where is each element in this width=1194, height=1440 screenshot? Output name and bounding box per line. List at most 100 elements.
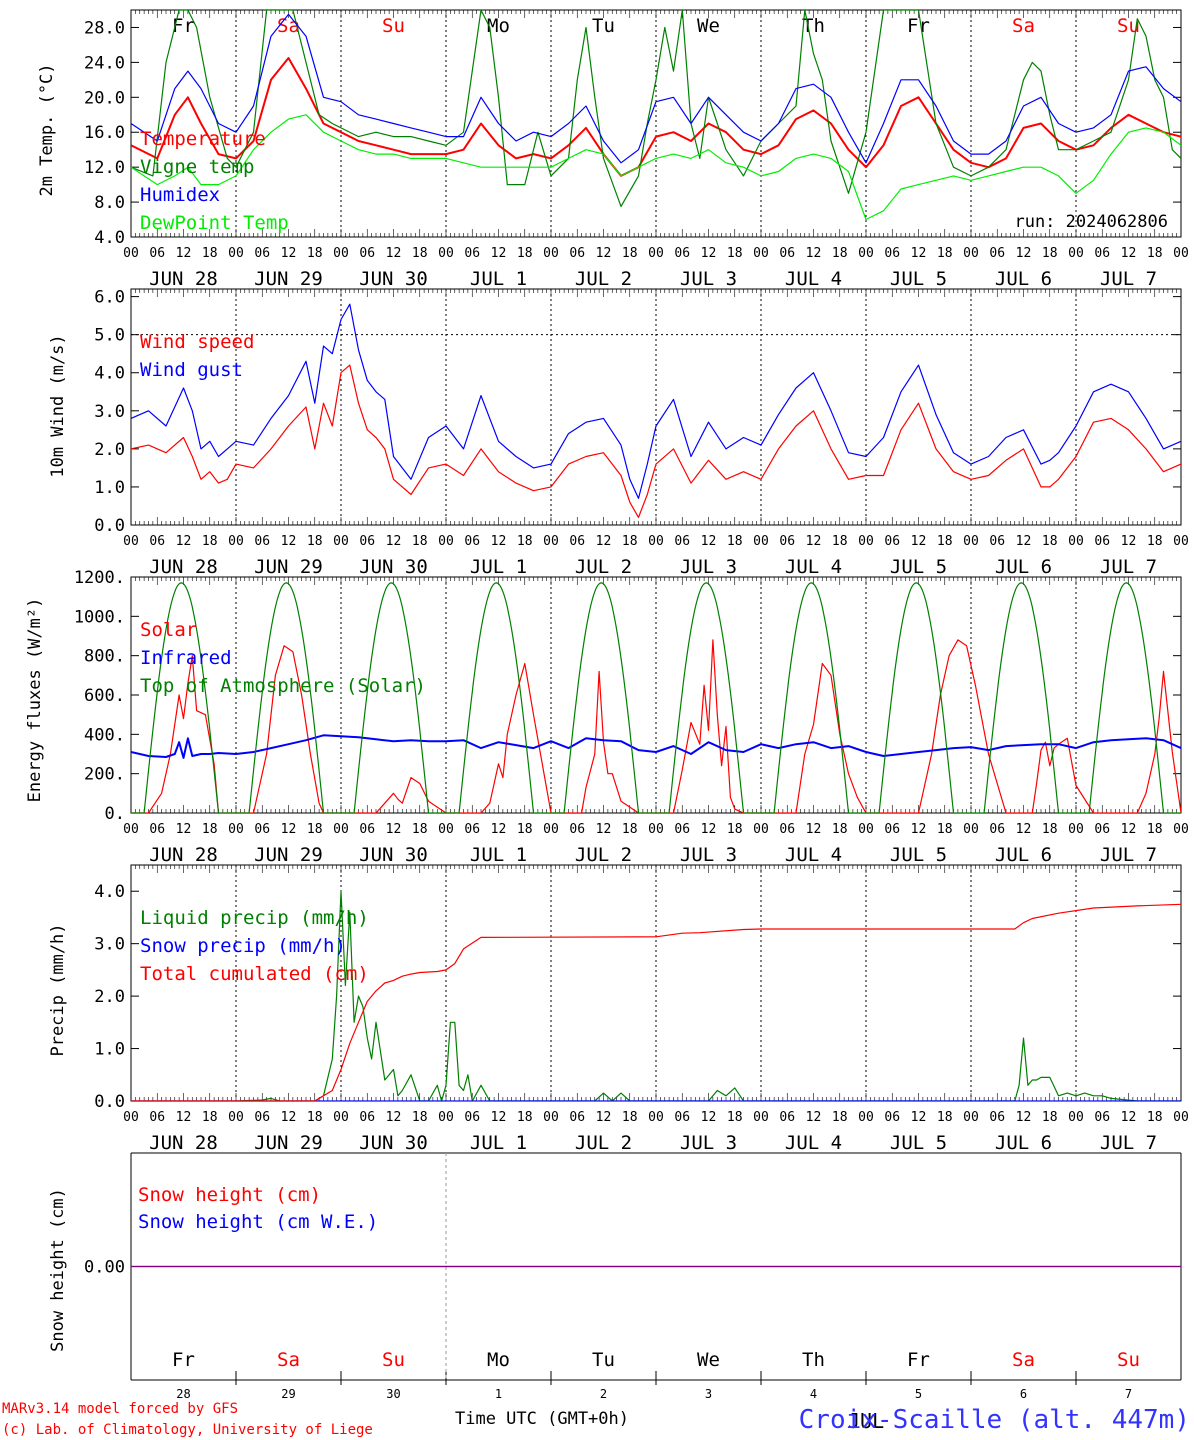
series-line-wind-gust: [131, 303, 1181, 499]
hour-label: 06: [569, 246, 585, 261]
y-tick-label: 4.0: [94, 364, 125, 384]
hour-label: 06: [779, 246, 795, 261]
hour-label: 00: [543, 1110, 559, 1125]
weekday-label: Mo: [487, 15, 510, 37]
date-label: JUL 1: [470, 844, 527, 866]
panel-snow: 0.00 Snow height (cm) Snow height (cm) Snow…: [48, 1152, 1182, 1385]
hour-label: 00: [753, 246, 769, 261]
hour-label: 06: [359, 534, 375, 549]
hour-label: 06: [569, 534, 585, 549]
hour-label: 00: [228, 822, 244, 837]
date-label: JUL 4: [785, 556, 842, 578]
date-label: JUL 7: [1100, 268, 1157, 290]
hour-label: 00: [963, 1110, 979, 1125]
hour-label: 12: [911, 1110, 927, 1125]
hour-label: 06: [674, 534, 690, 549]
snow-day-number: 5: [915, 1387, 922, 1401]
hour-label: 12: [491, 534, 507, 549]
hour-label: 06: [149, 246, 165, 261]
hour-label: 06: [674, 822, 690, 837]
date-label: JUL 6: [995, 556, 1052, 578]
snow-weekday-label: We: [697, 1349, 720, 1371]
date-label: JUL 3: [680, 844, 737, 866]
y-tick-label: 6.0: [94, 288, 125, 308]
hour-label: 00: [333, 246, 349, 261]
hour-label: 06: [1094, 822, 1110, 837]
hour-label: 12: [596, 534, 612, 549]
hour-label: 06: [359, 1110, 375, 1125]
hour-label: 00: [753, 1110, 769, 1125]
hour-label: 00: [1173, 246, 1189, 261]
snow-day-number: 1: [495, 1387, 502, 1401]
weekday-label: Fr: [172, 15, 195, 37]
hour-label: 00: [228, 534, 244, 549]
snow-day-number: 3: [705, 1387, 712, 1401]
hour-label: 18: [412, 822, 428, 837]
hour-label: 06: [779, 822, 795, 837]
hour-label: 18: [832, 246, 848, 261]
hour-label: 18: [1042, 246, 1058, 261]
hour-label: 18: [1042, 822, 1058, 837]
hour-label: 18: [622, 246, 638, 261]
legend-label: Snow precip (mm/h): [140, 935, 346, 957]
date-label: JUL 4: [785, 844, 842, 866]
hour-label: 18: [832, 534, 848, 549]
lab-credit: (c) Lab. of Climatology, University of L…: [2, 1422, 373, 1438]
y-tick-label: 200.: [84, 765, 125, 785]
time-axis-label: Time UTC (GMT+0h): [455, 1409, 629, 1429]
hour-label: 18: [1147, 534, 1163, 549]
date-label: JUL 5: [890, 556, 947, 578]
date-label: JUL 5: [890, 268, 947, 290]
hour-label: 06: [569, 822, 585, 837]
hour-label: 00: [123, 534, 139, 549]
hour-label: 18: [937, 246, 953, 261]
hour-label: 18: [517, 822, 533, 837]
hour-label: 06: [1094, 1110, 1110, 1125]
hour-label: 06: [884, 822, 900, 837]
snow-weekday-label: Su: [1117, 1349, 1140, 1371]
weekday-label: We: [697, 15, 720, 37]
hour-label: 18: [727, 822, 743, 837]
hour-label: 12: [1121, 534, 1137, 549]
weekday-label: Su: [1117, 15, 1140, 37]
hour-label: 18: [727, 534, 743, 549]
legend-label: Snow height (cm): [138, 1184, 321, 1206]
weekday-label: Su: [382, 15, 405, 37]
series-line-humidex: [131, 13, 1181, 164]
hour-label: 18: [517, 534, 533, 549]
series-line-vigne-temp: [131, 10, 1181, 207]
y-tick-label: 8.0: [94, 193, 125, 213]
weekday-label: Sa: [277, 15, 300, 37]
date-label: JUL 5: [890, 1132, 947, 1154]
snow-weekday-label: Sa: [277, 1349, 300, 1371]
hour-label: 12: [281, 822, 297, 837]
snow-weekday-label: Fr: [172, 1349, 195, 1371]
hour-label: 18: [202, 1110, 218, 1125]
hour-label: 18: [517, 246, 533, 261]
hour-label: 18: [412, 534, 428, 549]
date-label: JUN 30: [359, 556, 428, 578]
hour-label: 06: [149, 534, 165, 549]
snow-day-number: 2: [600, 1387, 607, 1401]
hour-label: 00: [858, 534, 874, 549]
date-label: JUL 4: [785, 1132, 842, 1154]
hour-label: 12: [176, 246, 192, 261]
hour-label: 00: [333, 822, 349, 837]
hour-label: 00: [438, 246, 454, 261]
hour-label: 12: [386, 534, 402, 549]
legend-label: Humidex: [140, 184, 220, 206]
date-label: JUL 3: [680, 268, 737, 290]
hour-label: 00: [963, 822, 979, 837]
date-label: JUL 6: [995, 268, 1052, 290]
hour-label: 18: [622, 534, 638, 549]
date-label: JUN 30: [359, 1132, 428, 1154]
hour-label: 00: [1068, 822, 1084, 837]
series-line-solar: [131, 639, 1181, 813]
legend-label: Vigne temp: [140, 156, 254, 178]
y-axis-title: Precip (mm/h): [48, 923, 68, 1056]
hour-label: 00: [753, 822, 769, 837]
hour-label: 12: [806, 1110, 822, 1125]
snow-day-number: 4: [810, 1387, 817, 1401]
hour-label: 12: [911, 246, 927, 261]
